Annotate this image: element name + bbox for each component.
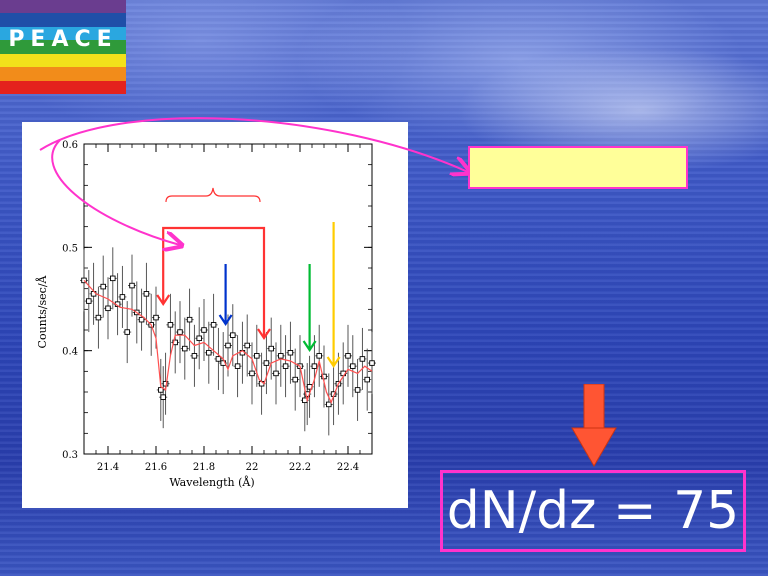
peace-flag: PEACE [0, 0, 126, 94]
data-point [230, 332, 236, 338]
data-point [129, 282, 135, 289]
y-tick-label: 0.6 [62, 140, 78, 151]
data-point [177, 329, 183, 335]
data-point [191, 353, 198, 359]
data-point [345, 353, 351, 359]
data-point [100, 283, 106, 290]
yellow-arrow-head [326, 356, 341, 368]
x-tick-label: 21.8 [193, 462, 215, 473]
flag-band [0, 40, 126, 54]
data-point [210, 322, 217, 328]
data-point [186, 316, 193, 323]
highlight-box [468, 146, 688, 189]
data-point [225, 342, 231, 349]
data-point [182, 345, 188, 352]
data-point [201, 327, 207, 333]
data-point [105, 305, 111, 312]
data-point [153, 314, 159, 321]
red-arrow-right-head [257, 328, 271, 340]
data-point [369, 360, 375, 366]
flag-band [0, 13, 126, 27]
dndz-result-text: dN/dz = 75 [446, 481, 740, 541]
flag-band [0, 80, 126, 94]
data-point [124, 329, 130, 335]
red-arrow-left-head [156, 294, 171, 306]
red-down-arrow-icon [571, 384, 617, 467]
data-point [287, 349, 294, 356]
y-tick-label: 0.3 [62, 450, 78, 461]
data-point [160, 394, 166, 400]
data-point [244, 342, 250, 349]
data-point [354, 387, 361, 393]
data-point [321, 373, 327, 380]
data-point [311, 363, 318, 369]
data-point [172, 339, 178, 346]
spectrum-chart: 21.4 21.6 21.8 22 22.2 22.4 0.3 0.4 0.5 0.6 Wavel… [35, 140, 376, 489]
blue-arrow-head [218, 314, 233, 326]
data-point [86, 298, 92, 304]
red-bracket-line [162, 226, 266, 336]
data-point [350, 363, 356, 369]
green-arrow-head [302, 340, 317, 352]
data-point [138, 316, 145, 323]
data-point [316, 353, 322, 359]
data-point [119, 294, 126, 300]
data-point [206, 349, 212, 356]
spectrum-plot-card: 21.4 21.6 21.8 22 22.2 22.4 0.3 0.4 0.5 0.6 Wavel… [22, 122, 408, 508]
data-point [167, 322, 174, 328]
data-point [282, 363, 289, 369]
x-tick-label: 22.4 [337, 462, 359, 473]
peace-flag-bands [0, 0, 126, 94]
x-axis-label: Wavelength (Å) [169, 475, 254, 489]
x-tick-label: 21.4 [97, 462, 119, 473]
flag-band [0, 0, 126, 14]
flag-band [0, 67, 126, 81]
y-tick-label: 0.5 [62, 243, 78, 254]
data-point [278, 353, 284, 359]
data-point [95, 314, 102, 321]
data-point [273, 370, 279, 377]
y-tick-label: 0.4 [62, 347, 78, 358]
data-point [234, 363, 241, 369]
flag-band [0, 53, 126, 68]
x-tick-label: 22.2 [289, 462, 311, 473]
data-point [158, 387, 164, 393]
peace-flag-word: PEACE [8, 26, 118, 52]
data-point [268, 345, 274, 352]
data-point [292, 376, 298, 383]
x-tick-label: 22 [246, 462, 259, 473]
flag-band [0, 26, 126, 41]
data-point [110, 275, 116, 282]
x-tick-label: 21.6 [145, 462, 167, 473]
model-fit-line [83, 279, 373, 404]
data-point [263, 360, 270, 366]
data-point [249, 370, 255, 377]
data-point [359, 356, 366, 362]
y-axis-label: Counts/sec/Å [35, 274, 49, 348]
data-point [326, 401, 332, 408]
dndz-result-box: dN/dz = 75 [440, 470, 746, 552]
data-point [143, 291, 150, 297]
data-point [364, 376, 370, 383]
data-point [215, 356, 222, 362]
data-point [196, 335, 202, 342]
data-point [254, 353, 260, 359]
